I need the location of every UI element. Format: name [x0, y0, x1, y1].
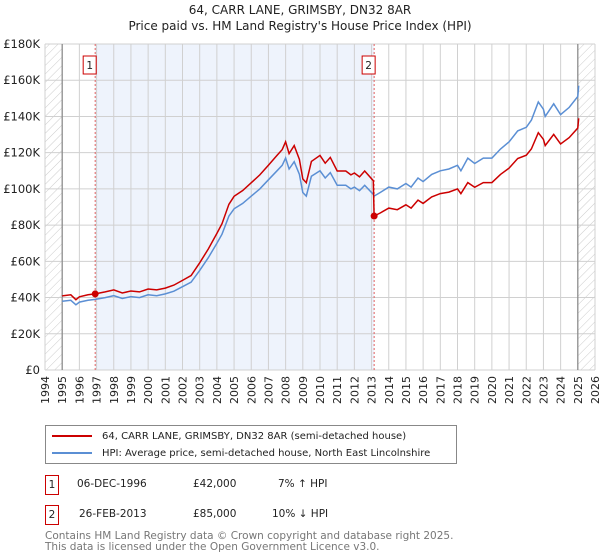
plot-area: 1 2 1994 1995 1996 1997 1998 1999 2000 2001 2002 20… — [3, 37, 600, 404]
x-tick-label: 2006 — [245, 376, 258, 404]
sale-row-1: 1 06-DEC-1996 £42,000 7% ↑ HPI — [45, 475, 465, 495]
ownership-period-shading — [95, 44, 375, 370]
y-tick-label: £80K — [11, 218, 41, 232]
x-tick-label: 1994 — [39, 376, 52, 404]
legend-label: 64, CARR LANE, GRIMSBY, DN32 8AR (semi-d… — [102, 430, 407, 442]
y-tick-label: £120K — [3, 146, 40, 160]
x-tick-label: 2013 — [366, 376, 379, 404]
x-tick-label: 2021 — [503, 376, 516, 404]
x-tick-label: 2000 — [142, 376, 155, 404]
sale-hpi-diff: 7% ↑ HPI — [278, 478, 328, 490]
x-tick-label: 2003 — [194, 376, 207, 404]
x-tick-label: 2012 — [348, 376, 361, 404]
chart-title: 64, CARR LANE, GRIMSBY, DN32 8AR — [188, 3, 412, 17]
hpi-line — [62, 85, 580, 306]
y-tick-label: £140K — [3, 109, 40, 123]
x-tick-label: 2020 — [486, 376, 499, 404]
sale-badge-label-2: 2 — [365, 60, 372, 72]
x-tick-label: 2001 — [159, 376, 172, 404]
x-tick-label: 2002 — [177, 376, 190, 404]
footer-licence: This data is licensed under the Open Gov… — [45, 541, 380, 553]
x-tick-label: 1995 — [56, 376, 69, 404]
x-tick-label: 2022 — [520, 376, 533, 404]
sale-badge-box-2 — [361, 55, 376, 75]
y-tick-label: £180K — [3, 37, 40, 51]
x-tick-label: 2024 — [555, 376, 568, 404]
x-tick-label: 2019 — [469, 376, 482, 404]
legend-label: HPI: Average price, semi-detached house,… — [102, 447, 431, 459]
x-tick-label: 1999 — [125, 376, 138, 404]
x-tick-label: 1998 — [108, 376, 121, 404]
x-tick-label: 2023 — [537, 376, 550, 404]
x-tick-label: 2007 — [262, 376, 275, 404]
sale-row-2: 2 26-FEB-2013 £85,000 10% ↓ HPI — [45, 505, 465, 525]
legend-swatch-blue — [52, 452, 92, 454]
x-tick-label: 2008 — [280, 376, 293, 404]
sale-badge-label-1: 1 — [86, 60, 93, 72]
legend-swatch-red — [52, 435, 92, 437]
x-tick-label: 2017 — [434, 376, 447, 404]
y-tick-label: £20K — [11, 327, 41, 341]
x-tick-label: 2004 — [211, 376, 224, 404]
y-tick-label: £0 — [25, 363, 40, 377]
x-tick-label: 2018 — [452, 376, 465, 404]
x-tick-label: 2005 — [228, 376, 241, 404]
sale-date: 26-FEB-2013 — [79, 508, 147, 520]
legend: 64, CARR LANE, GRIMSBY, DN32 8AR (semi-d… — [45, 425, 457, 464]
sale-date: 06-DEC-1996 — [77, 478, 147, 490]
y-tick-label: £160K — [3, 73, 40, 87]
sale-point-2 — [370, 212, 378, 220]
sale-badge-box-1 — [82, 55, 97, 75]
x-tick-label: 2009 — [297, 376, 310, 404]
no-data-hatch-left — [45, 44, 63, 370]
x-tick-label: 1996 — [73, 376, 86, 404]
legend-item-hpi: HPI: Average price, semi-detached house,… — [52, 446, 430, 460]
legend-item-property: 64, CARR LANE, GRIMSBY, DN32 8AR (semi-d… — [52, 429, 406, 443]
y-tick-label: £40K — [11, 291, 41, 305]
sale-price: £85,000 — [193, 508, 237, 520]
chart-subtitle: Price paid vs. HM Land Registry's House … — [128, 19, 472, 33]
sale-badge: 1 — [45, 475, 59, 495]
x-tick-label: 1997 — [91, 376, 104, 404]
x-tick-label: 2011 — [331, 376, 344, 404]
sale-price: £42,000 — [193, 478, 237, 490]
sale-hpi-diff: 10% ↓ HPI — [272, 508, 329, 520]
x-tick-label: 2016 — [417, 376, 430, 404]
sale-badge: 2 — [45, 505, 59, 525]
footer-copyright: Contains HM Land Registry data © Crown c… — [45, 530, 454, 542]
x-tick-label: 2026 — [589, 376, 600, 404]
sale-point-1 — [91, 290, 99, 298]
x-tick-label: 2010 — [314, 376, 327, 404]
no-data-hatch-right — [577, 44, 595, 370]
x-tick-label: 2015 — [400, 376, 413, 404]
x-tick-label: 2014 — [383, 376, 396, 404]
y-tick-label: £60K — [11, 254, 41, 268]
y-tick-label: £100K — [3, 182, 40, 196]
price-paid-line — [62, 118, 580, 301]
x-tick-label: 2025 — [572, 376, 585, 404]
